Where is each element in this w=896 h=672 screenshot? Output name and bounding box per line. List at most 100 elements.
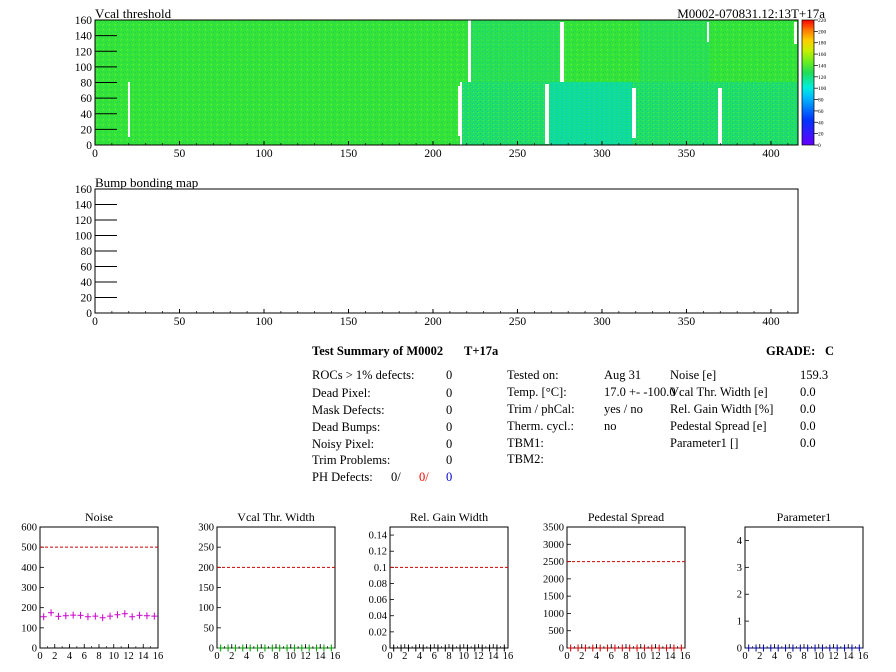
y-tick-label: 60 (81, 262, 93, 274)
x-tick-label: 10 (286, 651, 297, 662)
summary-label: TBM1: (507, 436, 544, 450)
x-tick-label: 10 (636, 651, 647, 662)
y-tick-label: 80 (81, 78, 93, 90)
summary-title: Test Summary of M0002 (312, 344, 444, 358)
x-tick-label: 100 (255, 316, 273, 328)
y-tick-label: 3000 (543, 540, 564, 551)
y-tick-label: 160 (75, 15, 93, 27)
y-tick-label: 0 (737, 644, 742, 655)
summary-label: Parameter1 [] (670, 436, 739, 450)
ph-defects-value-3: 0 (446, 470, 453, 484)
summary-label: Mask Defects: (312, 403, 385, 417)
x-tick-label: 14 (843, 651, 854, 662)
y-tick-label: 0.08 (369, 579, 387, 590)
palette-bar (802, 20, 814, 145)
dead-column (718, 88, 722, 144)
x-tick-label: 200 (424, 148, 442, 160)
summary-value: 0 (446, 437, 453, 451)
ph-defects-label: PH Defects: (312, 470, 373, 484)
y-tick-label: 300 (198, 523, 214, 534)
y-tick-label: 120 (75, 46, 93, 58)
chart-title: Noise (85, 510, 113, 524)
y-tick-label: 50 (204, 623, 215, 634)
y-tick-label: 3 (737, 563, 742, 574)
y-tick-label: 0.14 (369, 531, 388, 542)
plot-title: Bump bonding map (95, 175, 198, 190)
palette-tick-label: 160 (818, 52, 827, 58)
y-tick-label: 0 (32, 644, 37, 655)
palette-tick-label: 100 (818, 86, 827, 92)
bump-bonding-map: 0 50 100 150 200 250 300 350 400 0 20 40 60 80 100 120 1… (75, 175, 799, 328)
x-tick-label: 350 (678, 316, 696, 328)
dead-column (468, 20, 471, 82)
y-tick-label: 100 (198, 603, 214, 614)
x-tick-label: 4 (594, 651, 600, 662)
x-tick-label: 8 (801, 651, 806, 662)
summary-value: 0.0 (800, 402, 816, 416)
plot-frame (94, 188, 799, 314)
y-tick-label: 2 (737, 590, 742, 601)
x-tick-label: 6 (609, 651, 614, 662)
y-tick-label: 0.12 (369, 547, 387, 558)
y-tick-label: 200 (198, 563, 214, 574)
x-tick-label: 14 (315, 651, 326, 662)
x-tick-label: 250 (509, 316, 527, 328)
summary-label: Noisy Pixel: (312, 437, 375, 451)
x-tick-label: 50 (174, 316, 186, 328)
chart-frame (389, 526, 509, 649)
y-tick-label: 0.04 (369, 611, 388, 622)
dead-column (560, 22, 564, 82)
x-tick-label: 200 (424, 316, 442, 328)
x-tick-label: 14 (488, 651, 499, 662)
y-tick-label: 0 (86, 140, 92, 152)
y-tick-label: 1000 (543, 609, 564, 620)
summary-value: 159.3 (800, 368, 829, 382)
chart-frame (744, 526, 864, 649)
x-tick-label: 6 (787, 651, 792, 662)
x-tick-label: 4 (67, 651, 73, 662)
y-tick-label: 0.1 (374, 563, 387, 574)
chart-frame (216, 526, 336, 649)
x-tick-label: 8 (623, 651, 628, 662)
y-tick-label: 100 (21, 623, 37, 634)
palette-tick-label: 60 (818, 109, 824, 115)
summary-value: 0 (446, 403, 453, 417)
x-tick-label: 16 (680, 651, 691, 662)
dead-column (128, 82, 130, 137)
summary-label: Temp. [°C]: (507, 385, 567, 399)
summary-value: 0.0 (800, 419, 816, 433)
palette-tick-label: 140 (818, 63, 827, 69)
vcal-threshold-map: 0 50 100 150 200 250 300 350 4000204060801001201… (75, 6, 827, 160)
x-tick-label: 2 (402, 651, 407, 662)
x-tick-label: 2 (229, 651, 234, 662)
y-tick-label: 150 (198, 583, 214, 594)
chart-frame (566, 526, 686, 649)
x-tick-label: 250 (509, 148, 527, 160)
x-tick-label: 10 (109, 651, 120, 662)
summary-value: no (604, 419, 617, 433)
palette-tick-label: 0 (818, 143, 821, 149)
palette-tick-label: 120 (818, 75, 827, 81)
x-tick-label: 2 (579, 651, 584, 662)
y-tick-label: 600 (21, 523, 37, 534)
x-tick-label: 0 (37, 651, 42, 662)
x-tick-label: 16 (503, 651, 514, 662)
summary-label: Dead Pixel: (312, 386, 371, 400)
x-tick-label: 16 (330, 651, 341, 662)
y-tick-label: 500 (21, 543, 37, 554)
summary-temp-tag: T+17a (464, 344, 499, 358)
x-tick-label: 4 (417, 651, 423, 662)
y-tick-label: 120 (75, 215, 93, 227)
x-tick-label: 0 (214, 651, 219, 662)
chart-frame (39, 526, 159, 649)
summary-label: Rel. Gain Width [%] (670, 402, 774, 416)
dead-column (632, 88, 636, 138)
summary-value: 0 (446, 453, 453, 467)
module-label: M0002-070831.12:13T+17a (677, 6, 825, 21)
ph-defects-value-2: 0/ (419, 470, 429, 484)
summary-label: Tested on: (507, 368, 559, 382)
x-tick-label: 400 (762, 316, 780, 328)
